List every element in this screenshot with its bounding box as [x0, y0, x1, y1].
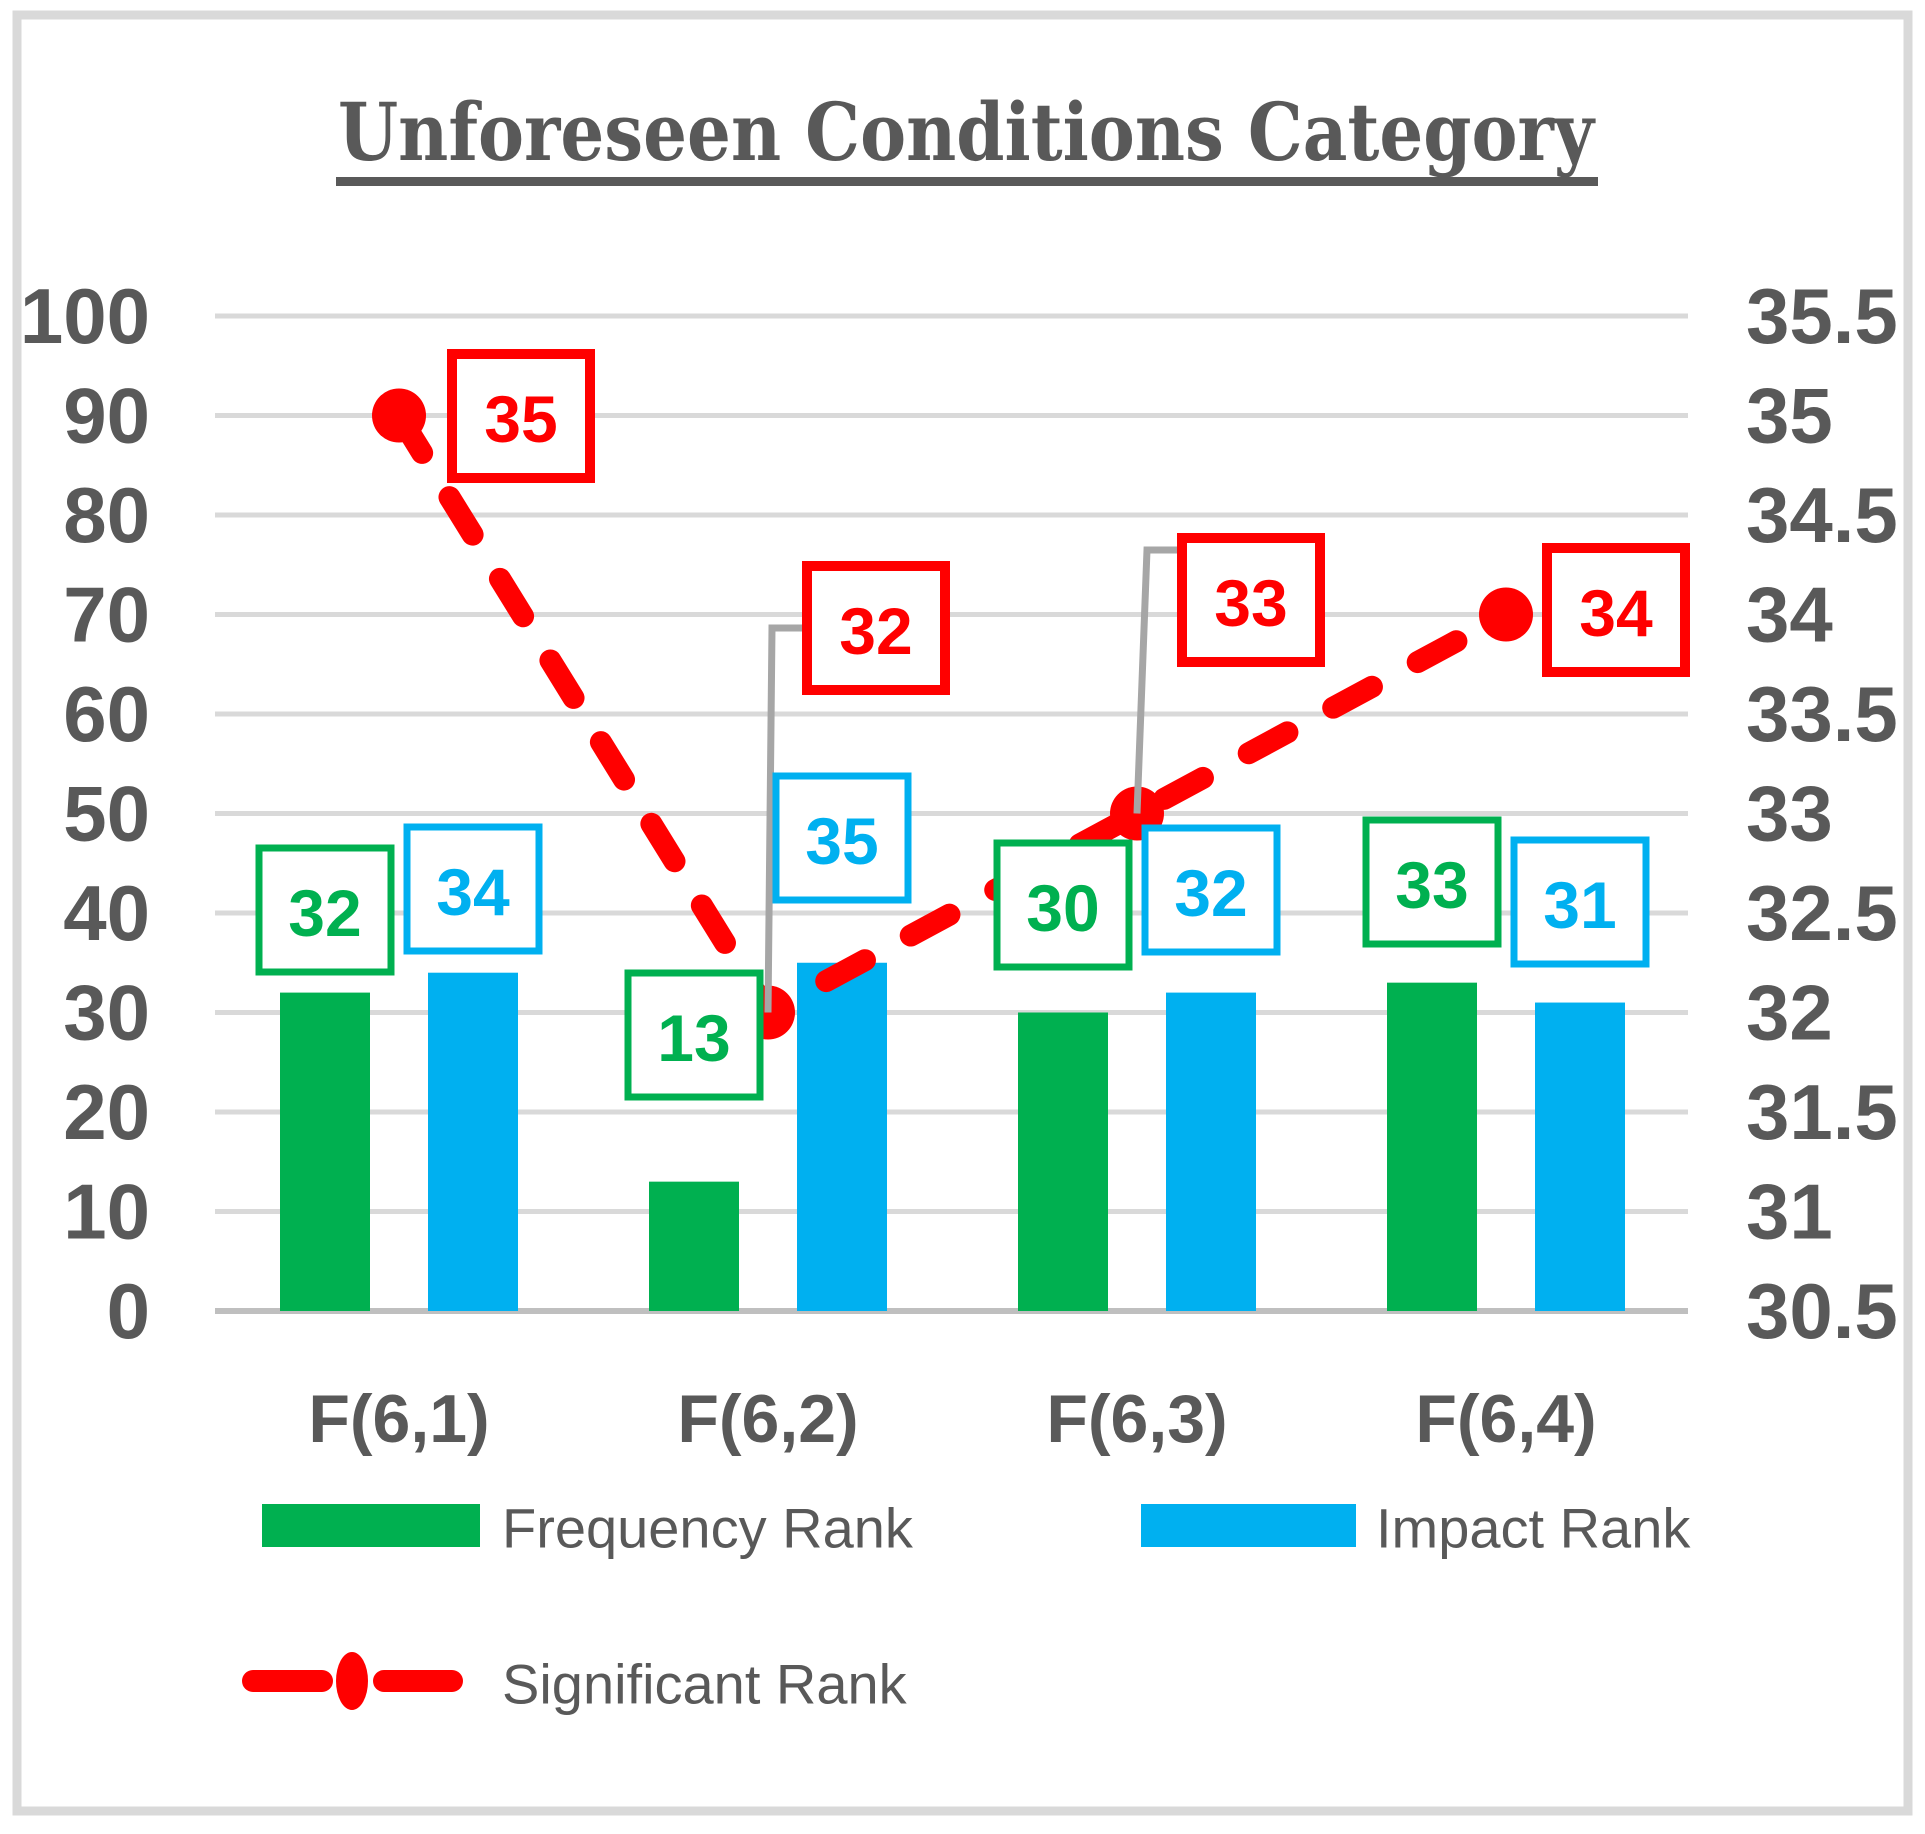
significant-label-value: 32	[839, 594, 912, 668]
leader-line	[764, 624, 810, 1013]
left-axis-tick: 80	[63, 471, 150, 559]
frequency-bar	[649, 1181, 739, 1311]
impact-label-box	[1141, 824, 1281, 956]
left-axis-tick: 50	[63, 770, 150, 858]
data-labels: 32 13 30 33 34 35 32 31 35 32 33 34	[255, 349, 1690, 1101]
significant-label-value: 35	[484, 382, 557, 456]
category-labels: F(6,1) F(6,2) F(6,3) F(6,4)	[308, 1381, 1596, 1457]
right-axis-tick: 34	[1746, 571, 1833, 659]
category-label: F(6,3)	[1046, 1381, 1227, 1457]
chart-frame	[12, 10, 1913, 1816]
significant-label-box	[802, 561, 950, 695]
right-axis-tick: 33.5	[1746, 670, 1898, 758]
significant-label-value: 33	[1214, 566, 1287, 640]
impact-legend-label: Impact Rank	[1376, 1497, 1691, 1560]
category-label: F(6,1)	[308, 1381, 489, 1457]
frequency-label-value: 33	[1395, 848, 1468, 922]
frequency-label-value: 30	[1026, 871, 1099, 945]
impact-label-value: 35	[805, 804, 878, 878]
impact-bar	[1166, 992, 1256, 1311]
significant-marker	[1479, 587, 1533, 642]
frequency-label-value: 13	[657, 1001, 730, 1075]
impact-label-box	[403, 823, 543, 955]
impact-label-value: 34	[436, 855, 510, 929]
frequency-bar	[1387, 982, 1477, 1311]
chart-title: Unforeseen Conditions Category	[338, 85, 1596, 179]
frequency-bar	[1018, 1012, 1108, 1311]
right-axis-tick: 34.5	[1746, 471, 1898, 559]
left-axis-tick: 0	[107, 1267, 150, 1355]
impact-label-box	[772, 772, 912, 904]
significant-label-box	[1177, 533, 1325, 667]
right-axis-tick: 33	[1746, 770, 1833, 858]
significant-label-box	[447, 349, 595, 483]
frequency-bar	[280, 992, 370, 1311]
significant-rank-line	[388, 404, 1517, 1028]
left-axis-tick: 40	[63, 869, 150, 957]
right-axis-tick: 35	[1746, 372, 1833, 460]
frequency-label-value: 32	[288, 876, 361, 950]
left-axis-tick: 100	[20, 272, 150, 360]
frequency-label-box	[624, 969, 764, 1101]
right-axis-tick: 31	[1746, 1168, 1833, 1256]
chart-border	[12, 10, 1913, 1816]
right-axis-tick: 31.5	[1746, 1068, 1898, 1156]
impact-bar	[797, 962, 887, 1311]
left-axis-tick: 30	[63, 969, 150, 1057]
axis-tick-labels: 100908070605040302010035.53534.53433.533…	[20, 272, 1898, 1355]
title-group: Unforeseen Conditions Category	[336, 85, 1598, 186]
significant-legend-label: Significant Rank	[502, 1653, 908, 1716]
legend: Frequency Rank Impact Rank Significant Ran…	[242, 1497, 1691, 1716]
left-axis-tick: 60	[63, 670, 150, 758]
impact-bar	[428, 972, 518, 1311]
left-axis-tick: 90	[63, 372, 150, 460]
impact-label-value: 32	[1174, 856, 1247, 930]
leader-lines	[764, 546, 1182, 1013]
frequency-label-box	[255, 844, 395, 976]
impact-bar	[1535, 1002, 1625, 1311]
significant-label-value: 34	[1579, 576, 1653, 650]
frequency-label-box	[1362, 816, 1502, 948]
right-axis-tick: 35.5	[1746, 272, 1898, 360]
impact-label-value: 31	[1543, 868, 1616, 942]
frequency-legend-swatch	[262, 1504, 480, 1547]
left-axis-tick: 70	[63, 571, 150, 659]
category-label: F(6,4)	[1415, 1381, 1596, 1457]
impact-legend-swatch	[1141, 1504, 1356, 1547]
significant-marker	[372, 388, 426, 443]
right-axis-tick: 32.5	[1746, 869, 1898, 957]
right-axis-tick: 30.5	[1746, 1267, 1898, 1355]
impact-label-box	[1510, 836, 1650, 968]
bars	[280, 962, 1625, 1311]
frequency-legend-label: Frequency Rank	[502, 1497, 914, 1560]
frequency-label-box	[993, 839, 1133, 971]
title-underline	[336, 177, 1598, 186]
left-axis-tick: 20	[63, 1068, 150, 1156]
left-axis-tick: 10	[63, 1168, 150, 1256]
significant-legend-marker	[336, 1652, 368, 1710]
significant-label-box	[1542, 543, 1690, 677]
leader-line	[1133, 546, 1182, 814]
right-axis-tick: 32	[1746, 969, 1833, 1057]
category-label: F(6,2)	[677, 1381, 858, 1457]
